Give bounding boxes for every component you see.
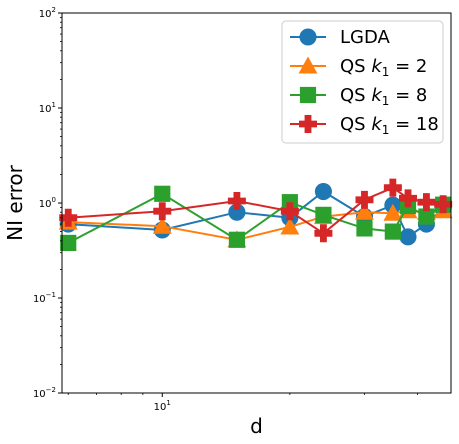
data-point: [315, 206, 332, 223]
axis-layer: 10−2 10−1 100 101 102 101: [33, 6, 418, 413]
data-point: [152, 216, 172, 234]
x-tick-label: 101: [154, 399, 171, 413]
data-point: [280, 217, 300, 235]
data-point: [384, 223, 401, 240]
data-point: [398, 189, 417, 208]
y-axis-label: NI error: [3, 164, 27, 240]
legend-marker: [299, 28, 317, 46]
y-tick-label: 101: [39, 101, 56, 115]
legend-label: QS k1 = 8: [340, 85, 427, 108]
data-point: [153, 202, 172, 221]
data-point: [314, 182, 332, 201]
legend: LGDA QS k1 = 2 QS k1 = 8 QS k1 = 18: [281, 20, 444, 144]
series-3: [60, 185, 452, 252]
data-point: [417, 193, 436, 212]
data-point: [355, 190, 374, 209]
data-point: [383, 203, 403, 221]
series-4: [59, 178, 453, 243]
legend-marker: [299, 86, 317, 104]
series-line: [68, 186, 444, 235]
legend-label: LGDA: [340, 27, 391, 48]
data-point: [228, 231, 246, 248]
series-layer: [58, 178, 453, 252]
data-point: [418, 208, 435, 225]
data-point: [281, 194, 298, 211]
legend-box: [281, 20, 444, 144]
data-point: [355, 202, 374, 220]
data-point: [314, 224, 333, 243]
y-tick-label: 102: [39, 6, 56, 20]
series-line: [68, 190, 444, 239]
y-tick-label: 10−2: [33, 386, 56, 400]
legend-marker: [299, 115, 317, 133]
y-tick-label: 10−1: [33, 291, 56, 305]
series-line: [67, 192, 444, 244]
data-point: [280, 202, 299, 221]
data-point: [227, 191, 246, 210]
data-point: [228, 203, 246, 221]
legend-marker: [298, 56, 318, 74]
data-point: [154, 185, 171, 202]
legend-label: QS k1 = 18: [340, 114, 439, 137]
legend-label: QS k1 = 2: [340, 56, 427, 79]
data-point: [383, 178, 402, 197]
data-point: [399, 228, 417, 246]
y-tick-label: 100: [39, 196, 56, 210]
data-point: [59, 208, 78, 227]
x-axis-label: d: [250, 414, 263, 438]
data-point: [356, 220, 373, 237]
data-point: [60, 234, 77, 252]
data-point: [434, 195, 453, 214]
